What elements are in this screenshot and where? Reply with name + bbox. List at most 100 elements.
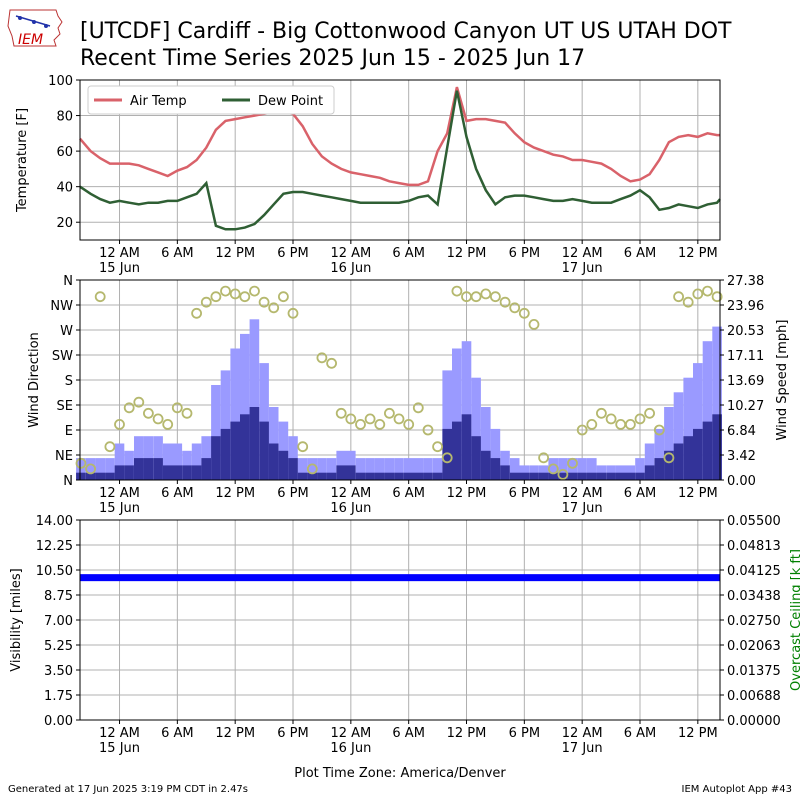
wind-direction-point — [94, 291, 106, 303]
wind-gust-bar — [702, 341, 713, 480]
x-tick-date: 17 Jun — [562, 261, 603, 276]
wind-direction-point — [538, 452, 549, 464]
wind-direction-point — [518, 307, 530, 319]
wind-direction-point — [489, 291, 501, 303]
x-tick-label: 6 AM — [624, 246, 657, 261]
wind-direction-point — [114, 418, 125, 430]
temperature-ylabel: Temperature [F] — [15, 108, 30, 213]
wind-direction-point — [702, 285, 713, 297]
wind-speed-bar — [124, 465, 134, 480]
wind-direction-point — [644, 407, 655, 419]
x-tick-label: 6 AM — [161, 486, 194, 501]
visibility-band — [80, 574, 720, 582]
wind-speed-bar — [644, 465, 655, 480]
x-tick-label: 12 AM — [330, 246, 371, 261]
wind-direction-point — [480, 288, 492, 300]
wind-direction-point — [355, 418, 366, 430]
x-tick-label: 12 AM — [330, 486, 371, 501]
wind-gust-bar — [162, 443, 173, 480]
wind-direction-point — [615, 418, 627, 430]
wind-gust-bar — [712, 326, 722, 480]
wind-direction-point — [229, 288, 241, 300]
wind-speed-bar — [529, 472, 539, 480]
dir-tick-label: NW — [50, 299, 73, 314]
wind-speed-bar — [85, 472, 96, 480]
wind-speed-bar — [114, 465, 125, 480]
legend-air-temp: Air Temp — [130, 94, 187, 109]
wind-gust-bar — [355, 458, 366, 480]
wind-speed-bar — [432, 472, 443, 480]
air-temp-line — [79, 86, 720, 187]
dir-tick-label: W — [60, 324, 73, 339]
wind-direction-point — [586, 418, 598, 430]
wind-direction-point — [210, 291, 222, 303]
wind-gust-bar — [432, 458, 443, 480]
wind-speed-bar — [153, 458, 163, 480]
wind-gust-bar — [461, 341, 472, 480]
wind-gust-bar — [693, 363, 703, 480]
wind-direction-point — [152, 413, 164, 425]
x-tick-date: 17 Jun — [562, 501, 603, 516]
wind-direction-point — [653, 424, 665, 436]
iem-logo: IEM — [6, 6, 68, 54]
wind-gust-bar — [307, 458, 318, 480]
wind-gust-bar — [442, 370, 452, 480]
wind-speed-bar — [249, 407, 260, 480]
wind-direction-point — [596, 407, 607, 419]
wind-speed-bar — [134, 458, 144, 480]
x-tick-date: 17 Jun — [562, 741, 603, 756]
wind-direction-point — [412, 402, 424, 414]
wind-speed-bar — [172, 465, 183, 480]
wind-direction-point — [364, 413, 376, 425]
x-tick-label: 12 AM — [562, 486, 603, 501]
wind-gust-bar — [95, 458, 105, 480]
wind-speed-bar — [317, 472, 327, 480]
wind-speed-bar — [548, 472, 558, 480]
wind-gust-bar — [577, 458, 587, 480]
wind-speed-bar — [143, 458, 154, 480]
ceiling-tick-label: 0.05500 — [727, 514, 781, 529]
footer-generated: Generated at 17 Jun 2025 3:19 PM CDT in … — [8, 784, 249, 795]
x-tick-label: 12 PM — [678, 246, 718, 261]
ceiling-tick-label: 0.04813 — [727, 539, 781, 554]
wind-direction-point — [335, 407, 347, 419]
wind-gust-bar — [394, 458, 404, 480]
wind-speed-bar — [288, 458, 298, 480]
wind-speed-bar — [326, 472, 337, 480]
wind-direction-point — [316, 352, 328, 364]
title-line-2: Recent Time Series 2025 Jun 15 - 2025 Ju… — [80, 46, 586, 71]
wind-speed-bar — [625, 472, 636, 480]
wind-speed-bar — [673, 443, 684, 480]
wind-direction-point — [547, 463, 559, 475]
footer-app: IEM Autoplot App #43 — [681, 784, 792, 795]
speed-tick-label: 0.00 — [727, 474, 756, 489]
wind-speed-bar — [471, 436, 481, 480]
visibility-tick-label: 3.50 — [44, 664, 73, 679]
wind-speed-bar — [558, 472, 568, 480]
wind-gust-bar — [644, 443, 655, 480]
ceiling-tick-label: 0.01375 — [727, 664, 781, 679]
wind-direction-point — [123, 402, 135, 414]
dir-tick-label: SW — [52, 349, 73, 364]
wind-direction-point — [499, 296, 511, 308]
x-tick-label: 12 AM — [330, 726, 371, 741]
speed-tick-label: 6.84 — [727, 424, 756, 439]
visibility-tick-label: 1.75 — [44, 689, 73, 704]
x-tick-label: 6 AM — [392, 486, 425, 501]
wind-direction-point — [682, 296, 694, 308]
wind-gust-bar — [548, 458, 558, 480]
wind-direction-point — [133, 396, 145, 408]
x-tick-date: 15 Jun — [99, 501, 140, 516]
x-tick-label: 12 AM — [562, 726, 603, 741]
wind-speed-bar — [461, 414, 472, 480]
wind-gust-bar — [384, 458, 395, 480]
wind-speed-bar — [519, 472, 530, 480]
x-tick-label: 12 AM — [99, 726, 140, 741]
wind-direction-point — [451, 285, 463, 297]
wind-gust-bar — [317, 458, 327, 480]
wind-direction-point — [171, 402, 183, 414]
x-tick-date: 16 Jun — [330, 261, 371, 276]
wind-direction-point — [268, 302, 280, 314]
dir-tick-label: S — [65, 374, 73, 389]
